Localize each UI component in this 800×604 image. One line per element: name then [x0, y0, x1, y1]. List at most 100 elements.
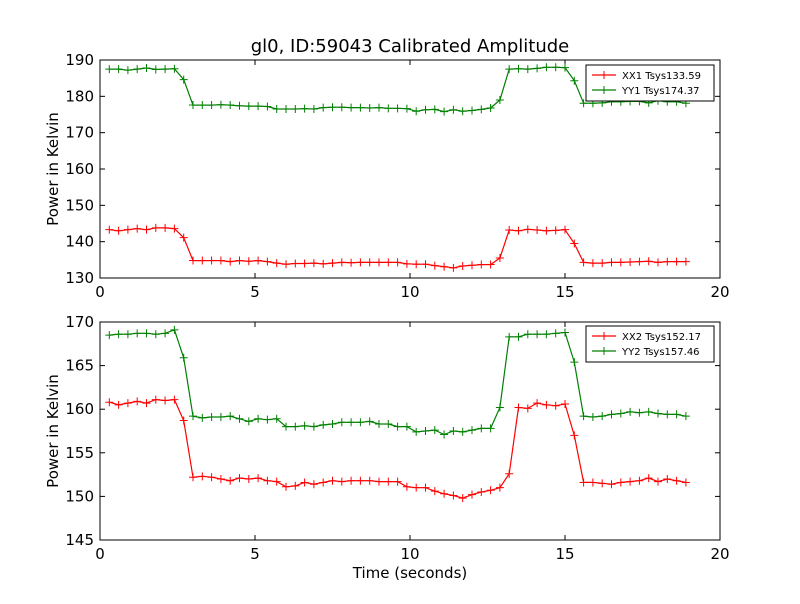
- data-point: [654, 477, 662, 486]
- data-point: [430, 261, 439, 270]
- data-point: [375, 258, 383, 267]
- data-point: [626, 477, 635, 486]
- data-point: [263, 102, 272, 111]
- legend-marker: [600, 347, 608, 355]
- data-point: [337, 258, 346, 267]
- data-point: [393, 422, 402, 431]
- data-point: [328, 420, 337, 429]
- data-point: [161, 329, 170, 338]
- data-point: [105, 225, 114, 234]
- data-point: [161, 396, 170, 405]
- data-point: [207, 256, 216, 265]
- data-point: [514, 64, 523, 73]
- data-point: [133, 397, 142, 406]
- data-point: [542, 330, 551, 339]
- data-point: [235, 414, 244, 423]
- data-point: [179, 75, 188, 84]
- legend-label: XX2 Tsys152.17: [622, 332, 701, 343]
- data-point: [291, 481, 300, 490]
- data-point: [523, 65, 532, 74]
- data-point: [309, 259, 318, 268]
- data-point: [216, 100, 225, 109]
- y-tick-label: 170: [65, 124, 94, 142]
- data-point: [356, 476, 365, 485]
- data-point: [421, 260, 430, 269]
- data-point: [291, 422, 300, 431]
- data-point: [151, 65, 160, 74]
- data-point: [561, 225, 569, 234]
- data-point: [226, 476, 235, 485]
- data-point: [607, 410, 616, 419]
- data-point: [282, 422, 290, 431]
- series-xx2: [105, 395, 690, 503]
- data-point: [505, 226, 514, 235]
- data-point: [300, 421, 309, 430]
- data-point: [421, 427, 430, 435]
- data-point: [309, 105, 318, 114]
- y-axis-label: Power in Kelvin: [44, 374, 62, 488]
- data-point: [328, 103, 337, 112]
- data-point: [244, 417, 253, 426]
- y-tick-label: 190: [65, 51, 94, 69]
- data-point: [663, 410, 672, 419]
- data-point: [561, 63, 569, 72]
- data-point: [161, 65, 170, 74]
- data-point: [421, 483, 430, 492]
- data-point: [198, 256, 207, 265]
- data-point: [458, 262, 467, 271]
- data-point: [635, 476, 644, 485]
- data-point: [635, 408, 644, 417]
- data-point: [533, 330, 542, 339]
- data-point: [477, 105, 486, 114]
- data-point: [216, 256, 225, 265]
- data-point: [477, 260, 486, 269]
- data-point: [142, 399, 151, 408]
- x-tick-label: 10: [400, 545, 419, 563]
- data-point: [616, 258, 625, 267]
- data-point: [105, 65, 114, 74]
- data-point: [198, 101, 207, 110]
- data-point: [440, 107, 449, 116]
- data-point: [216, 474, 225, 483]
- data-point: [579, 99, 588, 108]
- data-point: [477, 488, 486, 497]
- data-point: [133, 65, 142, 74]
- data-point: [486, 424, 495, 433]
- data-point: [272, 414, 281, 423]
- data-point: [579, 478, 588, 487]
- data-point: [365, 103, 374, 112]
- legend-label: XX1 Tsys133.59: [622, 71, 701, 82]
- data-point: [151, 395, 160, 404]
- data-point: [384, 258, 393, 267]
- data-point: [309, 480, 318, 489]
- data-point: [672, 476, 681, 485]
- data-point: [207, 101, 216, 110]
- y-tick-label: 140: [65, 233, 94, 251]
- data-point: [570, 431, 579, 440]
- data-point: [663, 474, 672, 483]
- data-point: [356, 103, 365, 112]
- data-point: [412, 483, 421, 492]
- data-point: [570, 76, 579, 85]
- data-point: [533, 399, 542, 408]
- data-point: [681, 412, 690, 421]
- data-point: [598, 412, 607, 421]
- data-point: [365, 417, 374, 426]
- y-axis-label: Power in Kelvin: [44, 112, 62, 226]
- data-point: [123, 399, 132, 408]
- data-point: [114, 226, 123, 235]
- series-xx1: [105, 223, 690, 272]
- data-point: [514, 226, 523, 235]
- y-tick-label: 130: [65, 269, 94, 287]
- data-point: [170, 64, 179, 73]
- data-point: [114, 400, 123, 409]
- data-point: [347, 476, 356, 485]
- data-point: [282, 260, 290, 269]
- data-point: [254, 414, 263, 423]
- data-point: [440, 489, 449, 498]
- series-yy2: [105, 325, 690, 439]
- data-point: [514, 403, 523, 412]
- data-point: [402, 482, 411, 491]
